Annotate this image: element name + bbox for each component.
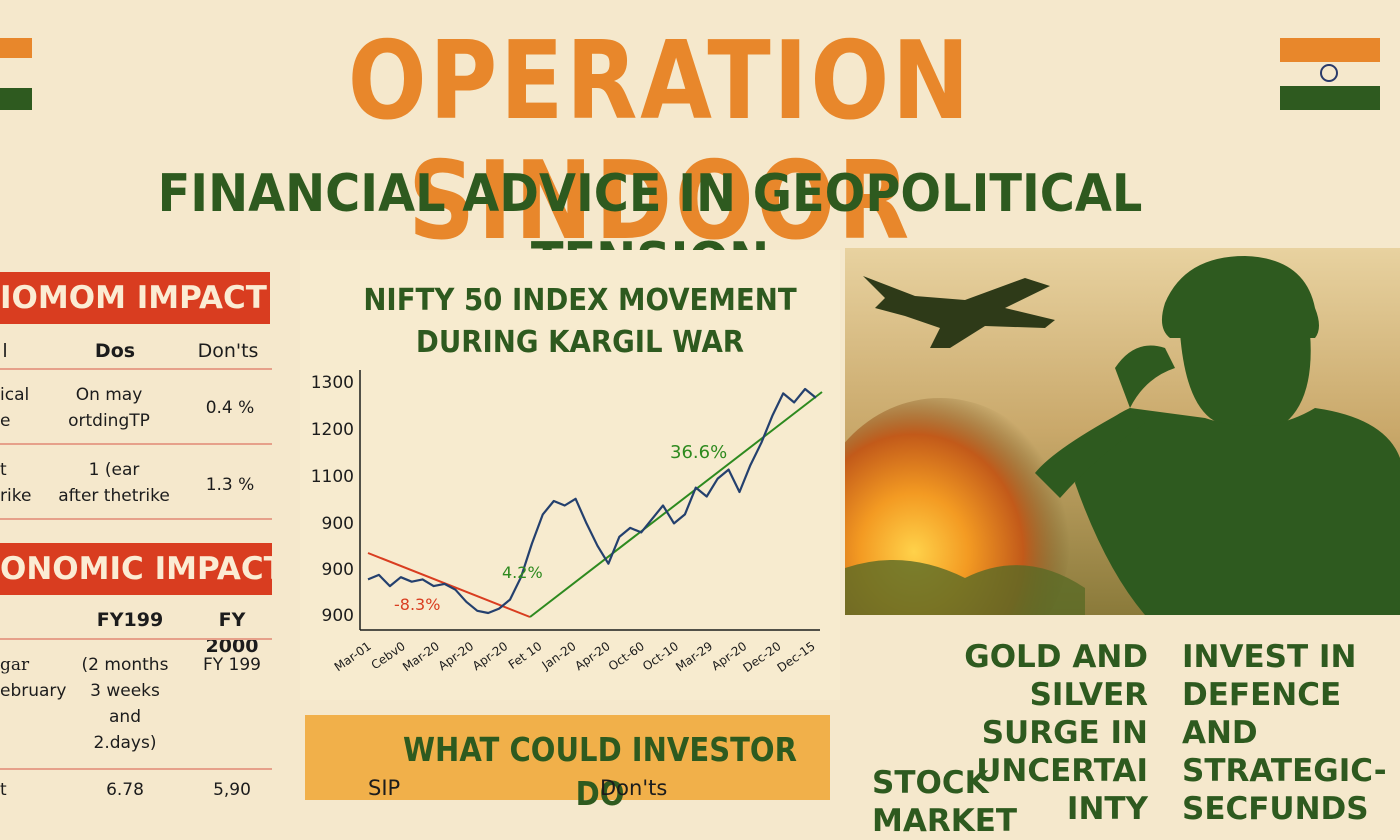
table2-row1-c0: gar ebruary [0, 655, 67, 701]
table1-row2-c2: 1.3 % [205, 475, 255, 495]
trend-down-label: -8.3% [394, 595, 440, 614]
soldier-illustration [845, 248, 1400, 615]
flag-stripe-green [0, 88, 32, 110]
headline-gold-silver: GOLD AND SILVER SURGE IN UNCERTAI INTY [964, 639, 1148, 827]
y-tick-label: 1200 [311, 420, 354, 440]
y-tick-label: 900 [322, 560, 354, 580]
impact-banner-1: IOMOM IMPACT [0, 272, 270, 324]
flag-stripe-saffron [0, 38, 32, 58]
table2-row1-c1: (2 months 3 weeks and 2.days) [81, 655, 169, 753]
table1-header-donts: Don'ts [197, 340, 259, 362]
main-title: OPERATION SINDOOR [347, 19, 973, 264]
trend-up-label: 36.6% [670, 442, 727, 463]
table2-row2-c1: 6.78 [106, 780, 144, 800]
soldier-silhouette [1035, 256, 1400, 615]
x-tick-label: Oct-10 [640, 639, 681, 674]
trend-line-up [529, 391, 823, 618]
x-tick-label: Fet 10 [506, 639, 545, 672]
table-divider [0, 768, 272, 770]
x-tick-label: Oct-60 [606, 639, 647, 674]
series-line [367, 387, 817, 615]
table2-row1-c2: FY 199 [202, 655, 261, 675]
investor-box-title: WHAT COULD INVESTOR DO [403, 730, 797, 813]
table2-row2-c0: t [0, 780, 7, 800]
headline-stock-market: STOCK MARKET [872, 765, 1018, 839]
investor-col-donts: Don'ts [600, 776, 668, 800]
table1-header-dos: Dos [94, 340, 136, 362]
table-divider [0, 518, 272, 520]
table2-row2-c2: 5,90 [213, 780, 251, 800]
trough-label: 4.2% [502, 563, 543, 582]
chart-title: NIFTY 50 INDEX MOVEMENT DURING KARGIL WA… [363, 283, 797, 360]
impact-banner-2: ONOMIC IMPACT [0, 543, 272, 595]
ashoka-chakra-icon [1320, 64, 1338, 82]
table2-header-fy1999: FY199 [96, 609, 164, 631]
table1-row2-c0: t rike [0, 460, 32, 506]
x-tick-label: Apr-20 [572, 639, 612, 673]
x-tick-label: Dec-20 [740, 639, 783, 675]
x-tick-label: Mar-29 [673, 639, 715, 674]
y-tick-label: 1300 [311, 373, 354, 393]
table1-row1-c1: On may ortdingTP [68, 385, 150, 431]
y-tick-label: 1100 [311, 467, 354, 487]
table-divider [0, 443, 272, 445]
table1-header-col0: l [2, 340, 8, 362]
table1-row1-c2: 0.4 % [205, 398, 255, 418]
x-tick-label: Mar-20 [400, 639, 442, 674]
fighter-jet-icon [863, 276, 1055, 348]
x-tick-label: Apr-20 [436, 639, 476, 673]
chart-panel [300, 250, 840, 700]
table-divider [0, 638, 272, 640]
x-tick-label: Mar-01 [332, 639, 374, 674]
investor-box [305, 715, 830, 800]
table2-header-fy2000: FY 2000 [205, 609, 259, 657]
table1-row2-c1: 1 (ear after thetrike [58, 460, 170, 506]
x-tick-label: Dec-15 [775, 639, 818, 675]
x-tick-label: Apr-20 [470, 639, 510, 673]
table-divider [0, 368, 272, 370]
y-tick-label: 900 [322, 514, 354, 534]
y-tick-label: 900 [322, 606, 354, 626]
investor-col-sip: SIP [368, 776, 401, 800]
table1-row1-c0: ical e [0, 385, 30, 431]
x-tick-label: Jan-20 [539, 639, 579, 673]
indian-flag-icon [1280, 38, 1380, 110]
